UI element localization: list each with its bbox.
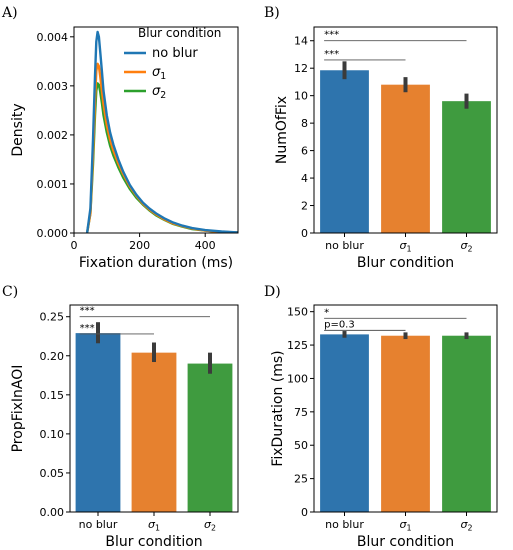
- significance-label: ***: [80, 306, 95, 317]
- x-axis-title: Fixation duration (ms): [79, 255, 233, 271]
- panel-label: C): [2, 284, 18, 300]
- axes-frame: [313, 304, 498, 513]
- y-tick-label: 0.15: [40, 389, 65, 402]
- y-axis-title: NumOfFix: [274, 96, 290, 164]
- panel-label: A): [1, 5, 18, 21]
- x-tick-label: σ2: [460, 239, 472, 253]
- y-tick-label: 0.10: [40, 428, 65, 441]
- y-tick-label: 6: [301, 145, 308, 158]
- y-tick-label: 10: [294, 90, 308, 103]
- legend-label: no blur: [152, 46, 198, 61]
- x-tick-label: σ1: [399, 239, 411, 253]
- density-line-1: [85, 30, 238, 233]
- panel-label: B): [264, 5, 280, 21]
- y-tick-label: 125: [287, 339, 308, 352]
- bar-1: [320, 70, 369, 233]
- y-tick-label: 2: [301, 200, 308, 213]
- x-tick-label: σ2: [460, 518, 472, 532]
- y-tick-label: 12: [294, 62, 308, 75]
- panel-label: D): [264, 284, 281, 300]
- y-tick-label: 0.002: [37, 129, 69, 142]
- y-tick-label: 0.003: [37, 80, 69, 93]
- significance-label: ***: [80, 323, 95, 334]
- legend-label: σ2: [152, 84, 166, 101]
- legend-title: Blur condition: [138, 26, 221, 40]
- significance-label: *: [324, 307, 329, 318]
- significance-label: ***: [324, 30, 339, 41]
- legend-label: σ1: [152, 65, 166, 82]
- x-axis-title: Blur condition: [357, 534, 454, 550]
- x-tick-label: no blur: [325, 239, 364, 252]
- x-axis-title: Blur condition: [105, 534, 202, 550]
- x-tick-label: no blur: [79, 518, 118, 531]
- y-tick-label: 0.05: [40, 467, 65, 480]
- x-tick-label: σ2: [204, 518, 216, 532]
- y-axis-title: FixDuration (ms): [270, 350, 286, 466]
- bar-2: [131, 352, 177, 512]
- bar-2: [381, 84, 430, 234]
- y-tick-label: 0.00: [40, 506, 65, 519]
- bar-3: [442, 101, 491, 233]
- x-tick-label: 400: [195, 239, 216, 252]
- y-tick-label: 100: [287, 372, 308, 385]
- bar-2: [381, 335, 430, 512]
- axes-frame: [313, 26, 498, 234]
- y-axis-title: PropFixInAOI: [10, 365, 26, 453]
- panel-a: A) 0.000 0.001 0.002 0.003 0.004 Density Fixati…: [1, 5, 239, 271]
- y-tick-label: 14: [294, 35, 308, 48]
- x-tick-label: 0: [71, 239, 78, 252]
- axes-frame: [73, 26, 239, 234]
- y-tick-label: 0.000: [37, 227, 69, 240]
- y-tick-label: 50: [294, 439, 308, 452]
- axes-frame: [69, 304, 239, 513]
- y-tick-label: 4: [301, 172, 308, 185]
- y-tick-label: 0.20: [40, 350, 65, 363]
- panel-b: B) 0 2 4 6 8 10 12 14 NumOfFix Blur condition no bl…: [264, 5, 498, 271]
- y-tick-label: 0: [301, 227, 308, 240]
- y-tick-label: 8: [301, 117, 308, 130]
- bar-3: [442, 335, 491, 512]
- x-tick-label: no blur: [325, 518, 364, 531]
- x-tick-label: σ1: [148, 518, 160, 532]
- x-tick-label: 200: [129, 239, 150, 252]
- y-tick-label: 0: [301, 506, 308, 519]
- y-tick-label: 0.001: [37, 178, 69, 191]
- y-tick-label: 25: [294, 473, 308, 486]
- y-tick-label: 0.25: [40, 311, 65, 324]
- panel-d: D) 0 25 50 75 100 125 150 FixDuration (ms) Blur c…: [264, 284, 498, 550]
- x-axis-title: Blur condition: [357, 255, 454, 271]
- panel-c: C) 0.00 0.05 0.10 0.15 0.20 0.25 PropFixInAOI Bl…: [2, 284, 239, 550]
- y-tick-label: 75: [294, 406, 308, 419]
- y-tick-label: 150: [287, 306, 308, 319]
- bar-1: [320, 334, 369, 512]
- y-axis-title: Density: [10, 103, 26, 156]
- y-tick-label: 0.004: [37, 31, 69, 44]
- density-line-3: [85, 82, 238, 233]
- significance-label: ***: [324, 49, 339, 60]
- bar-3: [187, 363, 233, 512]
- bar-1: [75, 333, 121, 512]
- significance-label: p=0.3: [324, 319, 355, 330]
- x-tick-label: σ1: [399, 518, 411, 532]
